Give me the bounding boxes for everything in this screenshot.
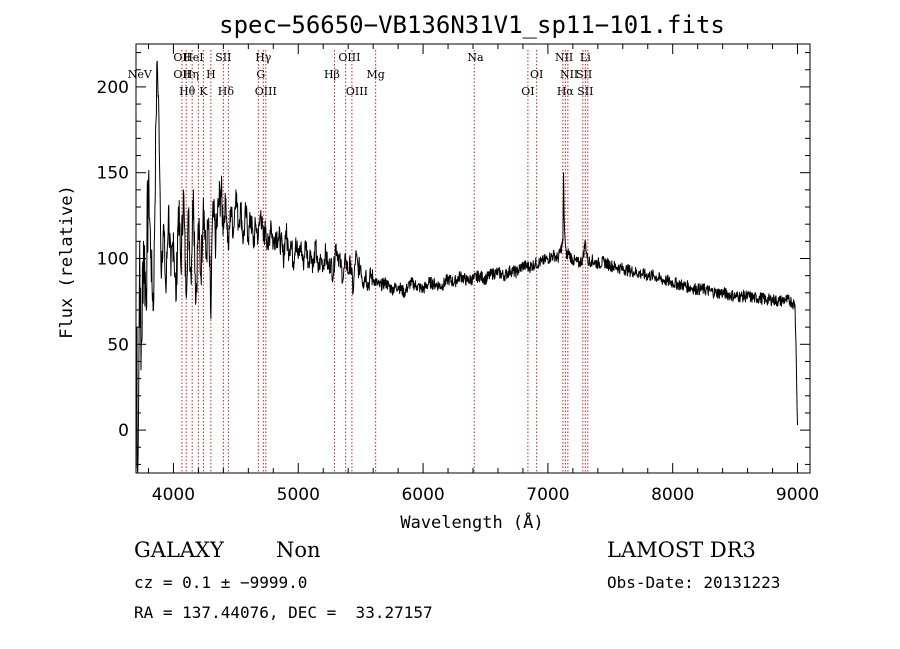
chart-title: spec−56650−VB136N31V1_sp11−101.fits xyxy=(219,11,725,39)
emission-label-2-7: SII xyxy=(577,85,593,98)
emission-label-0-2: SII xyxy=(215,51,231,64)
object-class: GALAXY xyxy=(134,538,224,562)
x-tick-label-5: 9000 xyxy=(776,485,819,505)
plot-frame xyxy=(135,43,811,474)
emission-label-1-1: OII xyxy=(173,68,191,81)
emission-label-0-6: NII xyxy=(555,51,573,64)
emission-label-1-0: NeV xyxy=(128,68,153,81)
emission-label-2-3: OIII xyxy=(255,85,277,98)
emission-label-1-5: Hβ xyxy=(324,68,340,81)
emission-label-2-0: Hθ xyxy=(179,85,196,98)
y-axis-label: Flux (relative) xyxy=(57,185,77,339)
survey-name: LAMOST DR3 xyxy=(607,538,756,562)
x-tick-label-0: 4000 xyxy=(152,485,195,505)
object-subclass: Non xyxy=(276,538,321,562)
emission-label-2-6: Hα xyxy=(557,85,575,98)
emission-line-markers xyxy=(181,50,589,473)
emission-label-0-0: OII xyxy=(173,51,191,64)
x-tick-label-1: 5000 xyxy=(277,485,320,505)
x-tick-label-4: 8000 xyxy=(651,485,694,505)
emission-label-2-4: OIII xyxy=(346,85,368,98)
emission-label-0-1: HeI xyxy=(183,51,203,64)
x-tick-label-3: 7000 xyxy=(526,485,569,505)
observation-date: Obs-Date: 20131223 xyxy=(607,573,781,592)
emission-label-0-4: OIII xyxy=(338,51,360,64)
y-tick-label-2: 100 xyxy=(97,250,129,270)
y-tick-label-4: 200 xyxy=(97,78,129,98)
emission-label-0-3: Hγ xyxy=(255,51,272,64)
plot-area xyxy=(136,60,798,474)
x-tick-label-2: 6000 xyxy=(401,485,444,505)
spectrum-line xyxy=(136,60,798,474)
emission-label-1-4: G xyxy=(256,68,265,81)
emission-label-1-2: Hη xyxy=(183,68,199,81)
emission-label-1-3: H xyxy=(206,68,216,81)
emission-label-2-1: K xyxy=(199,85,208,98)
emission-label-1-7: OI xyxy=(530,68,543,81)
emission-label-0-5: Na xyxy=(467,51,484,64)
y-tick-label-3: 150 xyxy=(97,164,129,184)
y-tick-label-0: 0 xyxy=(118,421,129,441)
emission-label-1-9: SII xyxy=(576,68,592,81)
emission-label-1-8: NII xyxy=(560,68,578,81)
axes: 4000 5000 6000 7000 8000 9000 0 50 100 150 200 xyxy=(97,43,819,505)
emission-label-0-7: Li xyxy=(580,51,591,64)
x-axis-label: Wavelength (Å) xyxy=(400,511,543,533)
emission-label-2-2: Hδ xyxy=(218,85,235,98)
emission-label-2-5: OI xyxy=(521,85,534,98)
emission-label-1-6: Mg xyxy=(366,68,384,81)
redshift-readout: cz = 0.1 ± −9999.0 xyxy=(134,573,308,592)
y-tick-label-1: 50 xyxy=(107,335,129,355)
sky-coordinates: RA = 137.44076, DEC = 33.27157 xyxy=(134,603,433,622)
